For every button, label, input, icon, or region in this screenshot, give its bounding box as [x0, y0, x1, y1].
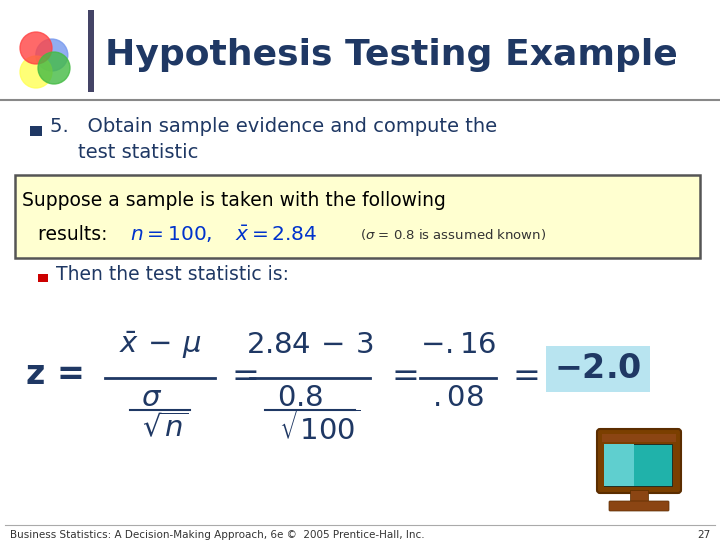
Text: $\bar{x}\,-\,\mu$: $\bar{x}\,-\,\mu$	[119, 329, 201, 361]
Text: ($\sigma$ = 0.8 is assumed known): ($\sigma$ = 0.8 is assumed known)	[360, 226, 546, 241]
Text: Suppose a sample is taken with the following: Suppose a sample is taken with the follo…	[22, 191, 446, 210]
Text: Business Statistics: A Decision-Making Approach, 6e ©  2005 Prentice-Hall, Inc.: Business Statistics: A Decision-Making A…	[10, 530, 425, 540]
Text: $=$: $=$	[506, 359, 539, 392]
Text: Hypothesis Testing Example: Hypothesis Testing Example	[105, 38, 678, 72]
Text: $\mathbf{z\,=}$: $\mathbf{z\,=}$	[25, 359, 83, 392]
Text: $=$: $=$	[385, 359, 418, 392]
Text: $\sqrt{n}$: $\sqrt{n}$	[142, 413, 188, 443]
Text: $2.84\,-\,3$: $2.84\,-\,3$	[246, 331, 374, 359]
FancyBboxPatch shape	[597, 429, 681, 493]
Text: $\sigma$: $\sigma$	[141, 384, 163, 412]
FancyBboxPatch shape	[602, 434, 676, 442]
Text: $=$: $=$	[225, 359, 258, 392]
Text: $\mathbf{-2.0}$: $\mathbf{-2.0}$	[554, 352, 642, 384]
FancyBboxPatch shape	[630, 490, 648, 504]
Text: $0.8$: $0.8$	[277, 384, 323, 412]
FancyBboxPatch shape	[604, 444, 634, 486]
Text: test statistic: test statistic	[78, 143, 199, 161]
Text: $-.16$: $-.16$	[420, 331, 496, 359]
FancyBboxPatch shape	[546, 346, 650, 392]
Text: results:: results:	[38, 225, 120, 244]
Text: $\sqrt{100}$: $\sqrt{100}$	[279, 410, 361, 446]
Text: 27: 27	[697, 530, 710, 540]
Text: $n = 100,$   $\bar{x} = 2.84$: $n = 100,$ $\bar{x} = 2.84$	[130, 224, 318, 245]
Text: 5.   Obtain sample evidence and compute the: 5. Obtain sample evidence and compute th…	[50, 117, 497, 136]
FancyBboxPatch shape	[609, 501, 669, 511]
Text: Then the test statistic is:: Then the test statistic is:	[56, 266, 289, 285]
Text: $.08$: $.08$	[432, 384, 484, 412]
FancyBboxPatch shape	[604, 444, 672, 486]
